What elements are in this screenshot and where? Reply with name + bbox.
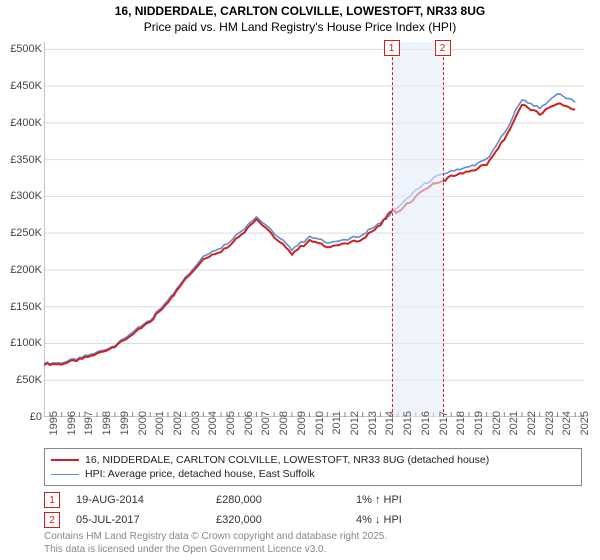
sale-row: 2 05-JUL-2017£320,0004% ↓ HPI xyxy=(44,512,582,528)
legend-item: HPI: Average price, detached house, East… xyxy=(51,467,575,481)
legend-swatch xyxy=(51,459,79,461)
x-tick-label: 2002 xyxy=(172,411,184,451)
x-tick-label: 2010 xyxy=(314,411,326,451)
sale-date: 05-JUL-2017 xyxy=(76,514,216,526)
x-tick-label: 2015 xyxy=(402,411,414,451)
y-tick-label: £0 xyxy=(0,411,42,423)
x-tick-label: 2022 xyxy=(526,411,538,451)
x-tick-label: 1996 xyxy=(66,411,78,451)
shade-band xyxy=(392,42,443,417)
y-tick-label: £350K xyxy=(0,154,42,166)
x-tick-label: 2006 xyxy=(243,411,255,451)
sale-delta: 4% ↓ HPI xyxy=(356,514,402,526)
attribution-line: Contains HM Land Registry data © Crown c… xyxy=(44,531,582,544)
x-tick-label: 2017 xyxy=(438,411,450,451)
x-tick-label: 2009 xyxy=(296,411,308,451)
legend: 16, NIDDERDALE, CARLTON COLVILLE, LOWEST… xyxy=(44,448,582,486)
x-tick-label: 2004 xyxy=(207,411,219,451)
attribution: Contains HM Land Registry data © Crown c… xyxy=(44,531,582,556)
x-tick-label: 2003 xyxy=(190,411,202,451)
x-tick-label: 2025 xyxy=(579,411,591,451)
x-tick-label: 2005 xyxy=(225,411,237,451)
x-tick-label: 2011 xyxy=(331,411,343,451)
x-tick-label: 1998 xyxy=(101,411,113,451)
x-tick-label: 2019 xyxy=(473,411,485,451)
x-tick-label: 2023 xyxy=(544,411,556,451)
sale-marker-box: 1 xyxy=(44,492,60,508)
series-hpi xyxy=(44,94,575,365)
x-tick-label: 2007 xyxy=(260,411,272,451)
plot-area: 12 xyxy=(44,42,584,417)
legend-swatch xyxy=(51,474,79,475)
sale-date: 19-AUG-2014 xyxy=(76,494,216,506)
sale-marker-box: 2 xyxy=(44,512,60,528)
y-tick-label: £500K xyxy=(0,43,42,55)
series-price_paid xyxy=(44,103,575,365)
legend-item: 16, NIDDERDALE, CARLTON COLVILLE, LOWEST… xyxy=(51,453,575,467)
legend-label: 16, NIDDERDALE, CARLTON COLVILLE, LOWEST… xyxy=(85,454,489,466)
chart-subtitle: Price paid vs. HM Land Registry's House … xyxy=(0,20,600,36)
x-tick-label: 2021 xyxy=(508,411,520,451)
x-tick-label: 1997 xyxy=(83,411,95,451)
x-tick-label: 2001 xyxy=(154,411,166,451)
sale-price: £280,000 xyxy=(216,494,356,506)
y-tick-label: £450K xyxy=(0,80,42,92)
x-tick-label: 2014 xyxy=(384,411,396,451)
y-tick-label: £300K xyxy=(0,190,42,202)
sale-price: £320,000 xyxy=(216,514,356,526)
y-tick-label: £250K xyxy=(0,227,42,239)
x-tick-label: 2012 xyxy=(349,411,361,451)
attribution-line: This data is licensed under the Open Gov… xyxy=(44,544,582,557)
legend-label: HPI: Average price, detached house, East… xyxy=(85,468,315,480)
y-tick-label: £200K xyxy=(0,264,42,276)
x-tick-label: 2008 xyxy=(278,411,290,451)
x-tick-label: 1995 xyxy=(48,411,60,451)
x-tick-label: 2000 xyxy=(137,411,149,451)
x-tick-label: 2013 xyxy=(367,411,379,451)
sale-row: 1 19-AUG-2014£280,0001% ↑ HPI xyxy=(44,492,582,508)
y-tick-label: £100K xyxy=(0,337,42,349)
y-tick-label: £50K xyxy=(0,374,42,386)
x-tick-label: 2016 xyxy=(420,411,432,451)
y-tick-label: £150K xyxy=(0,301,42,313)
sale-delta: 1% ↑ HPI xyxy=(356,494,402,506)
x-tick-label: 2018 xyxy=(455,411,467,451)
chart-svg xyxy=(44,42,584,417)
x-tick-label: 1999 xyxy=(119,411,131,451)
x-tick-label: 2020 xyxy=(491,411,503,451)
x-tick-label: 2024 xyxy=(561,411,573,451)
y-tick-label: £400K xyxy=(0,117,42,129)
chart-title: 16, NIDDERDALE, CARLTON COLVILLE, LOWEST… xyxy=(0,0,600,20)
